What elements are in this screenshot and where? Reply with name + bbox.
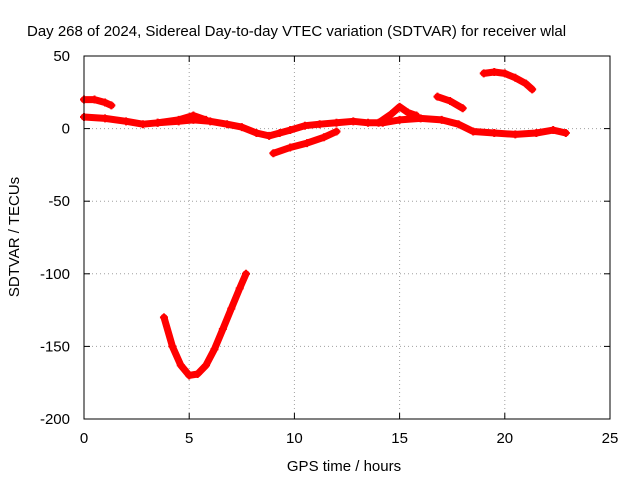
x-tick-label: 25 xyxy=(602,430,619,447)
data-point xyxy=(210,345,219,354)
series-arc-6 xyxy=(374,102,421,127)
data-point xyxy=(176,361,185,370)
data-point xyxy=(490,128,499,137)
data-point xyxy=(122,117,131,126)
plot-frame xyxy=(83,55,611,420)
x-tick-labels: 0 5 10 15 20 25 xyxy=(80,430,619,447)
y-tick-label: -150 xyxy=(40,338,70,355)
data-point xyxy=(107,101,116,110)
data-point xyxy=(168,342,177,351)
data-point xyxy=(374,118,383,127)
data-point xyxy=(252,128,261,137)
series-arc-8 xyxy=(479,67,537,94)
x-tick-label: 15 xyxy=(391,430,408,447)
data-point xyxy=(202,361,211,370)
data-point xyxy=(227,304,236,313)
data-point xyxy=(458,104,467,113)
data-point xyxy=(202,115,211,124)
data-point xyxy=(532,128,541,137)
data-point xyxy=(315,120,324,129)
data-point xyxy=(286,143,295,152)
data-point xyxy=(265,131,274,140)
data-point xyxy=(349,117,358,126)
data-point xyxy=(490,67,499,76)
data-point xyxy=(138,120,147,129)
y-tick-label: -100 xyxy=(40,266,70,283)
y-tick-label: 0 xyxy=(62,121,70,138)
data-point xyxy=(549,126,558,135)
series-arc-3 xyxy=(159,269,251,380)
chart-title: Day 268 of 2024, Sidereal Day-to-day VTE… xyxy=(27,23,566,40)
series-arc-5 xyxy=(269,127,341,158)
data-point xyxy=(101,98,110,107)
data-point xyxy=(395,115,404,124)
data-point xyxy=(193,369,202,378)
data-point xyxy=(446,97,455,106)
data-point xyxy=(218,324,227,333)
data-point xyxy=(303,139,312,148)
data-point xyxy=(275,128,284,137)
data-point xyxy=(286,126,295,135)
data-point xyxy=(332,118,341,127)
x-tick-label: 0 xyxy=(80,430,88,447)
data-point xyxy=(101,114,110,123)
data-point xyxy=(269,149,278,158)
y-axis-label: SDTVAR / TECUs xyxy=(6,177,23,297)
x-tick-label: 10 xyxy=(286,430,303,447)
data-point xyxy=(174,115,183,124)
data-point xyxy=(319,133,328,142)
data-point xyxy=(500,69,509,78)
series-arc-4 xyxy=(153,111,211,127)
data-point xyxy=(404,108,413,117)
data-point xyxy=(332,127,341,136)
data-point xyxy=(412,111,421,120)
data-point xyxy=(90,95,99,104)
y-tick-label: -50 xyxy=(48,193,70,210)
y-tick-labels: -200 -150 -100 -50 0 50 xyxy=(40,48,70,428)
data-point xyxy=(237,123,246,132)
y-tick-label: 50 xyxy=(53,48,70,65)
data-point xyxy=(387,110,396,119)
data-point xyxy=(235,284,244,293)
plot-area xyxy=(80,67,570,380)
data-point xyxy=(185,371,194,380)
axis-ticks xyxy=(83,55,611,420)
data-point xyxy=(223,120,232,129)
data-point xyxy=(153,118,162,127)
series-trace xyxy=(154,112,210,127)
data-point xyxy=(511,130,520,139)
data-point xyxy=(159,313,168,322)
data-point xyxy=(395,102,404,111)
data-point xyxy=(521,79,530,88)
data-point xyxy=(242,269,251,278)
x-tick-label: 20 xyxy=(496,430,513,447)
series-arc-7 xyxy=(433,92,467,113)
data-point xyxy=(364,118,373,127)
series-trace xyxy=(80,96,115,109)
data-point xyxy=(511,73,520,82)
data-point xyxy=(469,127,478,136)
data-point xyxy=(479,69,488,78)
data-point xyxy=(528,85,537,94)
grid xyxy=(84,56,610,419)
x-tick-label: 5 xyxy=(185,430,193,447)
data-point xyxy=(454,120,463,129)
data-point xyxy=(189,111,198,120)
data-point xyxy=(437,115,446,124)
data-point xyxy=(561,128,570,137)
series-arc-1 xyxy=(80,95,116,110)
y-tick-label: -200 xyxy=(40,411,70,428)
data-point xyxy=(300,121,309,130)
data-point xyxy=(433,92,442,101)
series-trace xyxy=(160,270,250,379)
x-axis-label: GPS time / hours xyxy=(287,458,401,475)
